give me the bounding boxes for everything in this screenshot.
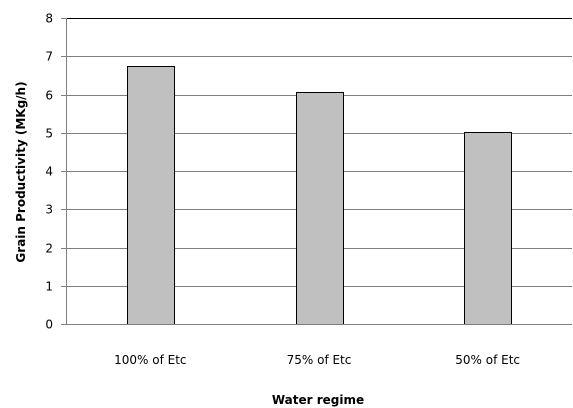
y-axis-title: Grain Productivity (MKg/h) [14,81,28,262]
x-category-label: 75% of Etc [287,353,352,367]
y-tick-label: 2 [45,242,53,256]
x-axis-title: Water regime [272,393,364,407]
y-tick-label: 4 [45,165,53,179]
y-tick-label: 3 [45,203,53,217]
y-tick-labels: 0 1 2 3 4 5 6 7 8 [45,12,66,332]
y-tick-label: 5 [45,127,53,141]
x-category-label: 50% of Etc [455,353,520,367]
y-tick-label: 6 [45,89,53,103]
bar-2 [464,132,512,325]
axes [66,18,572,325]
bar-0 [127,66,175,325]
x-category-label: 100% of Etc [114,353,186,367]
y-tick-label: 0 [45,318,53,332]
y-tick-label: 7 [45,50,53,64]
y-tick-label: 8 [45,12,53,26]
y-tick-label: 1 [45,280,53,294]
x-category-labels: 100% of Etc 75% of Etc 50% of Etc [114,353,520,367]
bars [127,66,512,325]
bar-1 [296,92,344,325]
